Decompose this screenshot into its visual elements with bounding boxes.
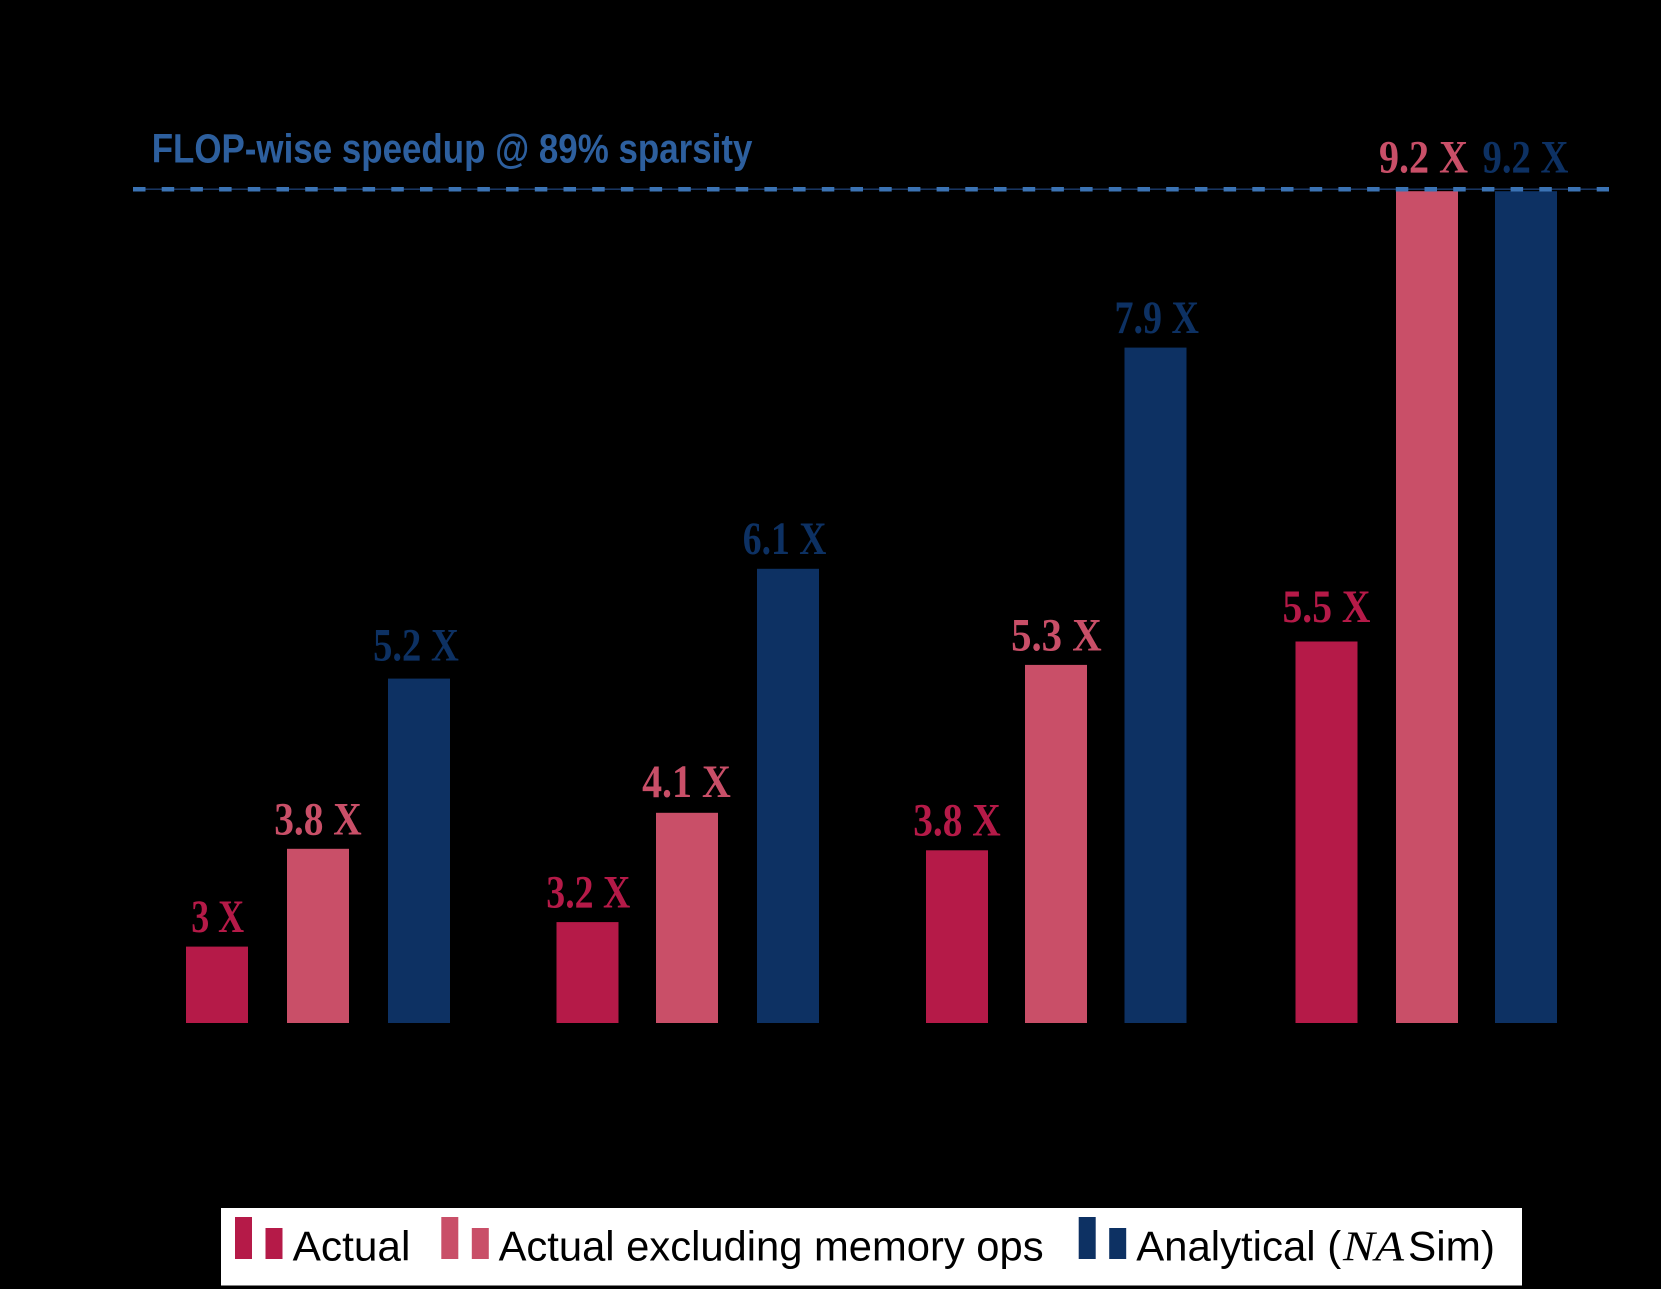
svg-text:5.3 X: 5.3 X	[1011, 610, 1102, 662]
svg-text:3.2 X: 3.2 X	[546, 866, 630, 918]
svg-text:4.1 X: 4.1 X	[642, 756, 731, 808]
svg-text:Sim): Sim)	[1408, 1222, 1495, 1269]
svg-text:6.1 X: 6.1 X	[743, 513, 827, 565]
svg-text:9.2 X: 9.2 X	[1379, 132, 1468, 184]
svg-text:Analytical (: Analytical (	[1136, 1222, 1341, 1269]
svg-text:3.8 X: 3.8 X	[913, 795, 1001, 847]
svg-text:Actual: Actual	[293, 1222, 411, 1269]
svg-text:5.2 X: 5.2 X	[373, 620, 459, 672]
svg-text:9.2 X: 9.2 X	[1483, 132, 1569, 184]
svg-text:NA: NA	[1342, 1224, 1405, 1270]
svg-text:7.9 X: 7.9 X	[1115, 292, 1200, 344]
svg-text:3 X: 3 X	[191, 891, 244, 943]
svg-text:FLOP-wise speedup @ 89% sparsi: FLOP-wise speedup @ 89% sparsity	[152, 126, 753, 172]
svg-text:3.8 X: 3.8 X	[274, 794, 362, 846]
svg-text:5.5 X: 5.5 X	[1283, 581, 1371, 633]
svg-text:Actual excluding memory ops: Actual excluding memory ops	[499, 1222, 1044, 1269]
